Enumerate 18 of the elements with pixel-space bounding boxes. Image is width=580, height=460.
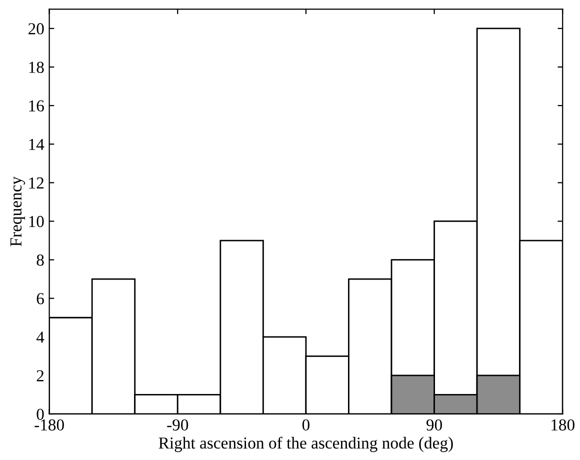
y-tick-label: 12 — [29, 177, 44, 188]
y-tick-label: 10 — [29, 216, 44, 228]
x-tick-label: -90 — [167, 419, 188, 431]
x-tick-label: 90 — [426, 419, 442, 431]
y-tick-label: 16 — [29, 100, 44, 112]
y-axis-title: Frequency — [10, 176, 25, 246]
x-tick-label: -180 — [34, 419, 64, 431]
y-tick-label: 6 — [36, 293, 44, 304]
y-tick-label: 4 — [36, 332, 44, 343]
y-tick-label: 8 — [36, 254, 44, 266]
x-tick-label: 180 — [552, 419, 574, 431]
x-axis-title: Right ascension of the ascending node (deg) — [158, 436, 453, 452]
y-tick-label: 18 — [29, 62, 44, 73]
y-tick-label: 20 — [28, 23, 44, 34]
x-tick-label: 0 — [302, 419, 310, 431]
y-tick-label: 2 — [36, 370, 44, 382]
y-tick-label: 0 — [36, 408, 44, 420]
y-tick-label: 14 — [29, 138, 44, 150]
